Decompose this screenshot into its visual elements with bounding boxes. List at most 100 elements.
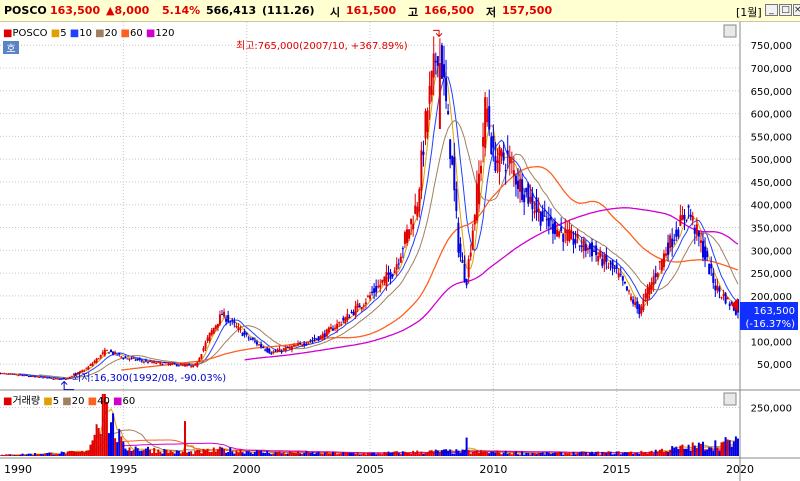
volume-bar: [9, 454, 12, 456]
volume-bar: [599, 454, 602, 456]
volume-bar: [196, 449, 199, 456]
volume-bar: [42, 454, 45, 456]
tag-box[interactable]: [3, 41, 19, 54]
price-candle: [253, 340, 256, 342]
volume-bar: [595, 451, 598, 456]
period-selector[interactable]: [1월]: [736, 6, 762, 19]
volume-bar: [245, 451, 248, 456]
price-candle: [529, 196, 532, 203]
volume-bar: [414, 452, 417, 456]
minimize-button[interactable]: _: [765, 4, 778, 16]
price-candle: [362, 305, 365, 307]
volume-bar: [358, 454, 361, 456]
min-arrow-icon: [60, 380, 75, 391]
price-candle: [173, 363, 176, 365]
volume-bar: [601, 451, 604, 456]
price-candle: [510, 161, 513, 163]
price-candle: [346, 313, 349, 320]
volume-bar: [656, 451, 659, 456]
volume-bar: [469, 453, 472, 456]
price-candle: [568, 228, 571, 242]
volume-bar: [724, 437, 727, 456]
price-candle: [644, 293, 647, 299]
volume-bar: [449, 449, 452, 456]
volume-bar: [70, 450, 73, 456]
volume-bar: [403, 451, 406, 456]
volume-bar: [675, 446, 678, 456]
price-candle: [91, 363, 94, 366]
volume-bar: [194, 451, 197, 456]
volume-bar: [640, 450, 643, 456]
price-candle: [377, 285, 380, 288]
price-candle: [223, 311, 226, 317]
volume-bar: [159, 451, 162, 456]
volume-bar: [54, 454, 57, 456]
volume-bar: [229, 447, 232, 456]
price-candle: [621, 276, 624, 281]
price-candle: [149, 360, 152, 362]
price-candle: [305, 343, 308, 345]
volume-bar: [62, 452, 65, 456]
volume-bar: [136, 448, 139, 456]
chart-header: POSCO 163,500 ▲8,000 5.14% 566,413 (111.…: [0, 0, 800, 22]
volume-bar: [290, 452, 293, 456]
volume-bar: [619, 454, 622, 456]
volume-bar: [181, 451, 184, 456]
price-candle: [138, 358, 141, 360]
price-candle: [720, 297, 723, 299]
price-candle: [44, 377, 47, 379]
restore-button[interactable]: □: [779, 4, 792, 16]
volume-bar: [190, 451, 193, 456]
volume-bar: [669, 449, 672, 456]
volume-bar: [360, 454, 363, 456]
volume-bar: [147, 446, 149, 456]
price-candle: [7, 373, 10, 375]
price-candle: [144, 360, 147, 362]
price-candle: [350, 312, 353, 314]
volume-bar: [611, 454, 614, 456]
volume-bar: [286, 453, 289, 456]
volume-bar: [475, 450, 478, 456]
volume-bar: [607, 451, 610, 456]
volume-bar: [64, 454, 67, 456]
price-candle: [488, 106, 491, 130]
price-candle: [52, 378, 55, 380]
volume-bar: [79, 451, 82, 456]
price-candle: [560, 226, 563, 231]
price-candle: [506, 150, 509, 155]
volume-bar: [671, 446, 674, 456]
close-button[interactable]: ×: [793, 4, 800, 16]
volume-bar: [66, 451, 69, 456]
volume-bar: [488, 453, 491, 456]
price-candle: [136, 358, 139, 360]
price-candle: [496, 160, 499, 163]
price-candle: [467, 259, 470, 278]
price-candle: [42, 377, 45, 379]
volume-bar: [597, 451, 600, 456]
volume-settings-icon[interactable]: [723, 392, 737, 406]
volume-bar: [734, 436, 737, 456]
price-candle: [15, 374, 18, 376]
volume-bar: [325, 451, 328, 456]
panel-settings-icon[interactable]: [723, 24, 737, 38]
price-candle: [122, 358, 125, 360]
volume-bar: [338, 453, 341, 456]
price-candle: [171, 362, 174, 364]
price-candle: [381, 279, 384, 284]
price-candle: [48, 377, 51, 379]
price-candle: [375, 286, 378, 293]
price-candle: [463, 263, 466, 282]
price-candle: [527, 183, 530, 204]
volume-bar: [564, 452, 567, 456]
volume-bar: [274, 452, 277, 456]
price-candle: [428, 85, 431, 104]
volume-bar: [260, 450, 263, 456]
price-candle: [642, 299, 645, 311]
volume-bar: [19, 454, 22, 456]
price-candle: [580, 245, 583, 248]
price-candle: [471, 230, 474, 250]
volume-bar: [356, 452, 359, 456]
price-candle: [95, 358, 98, 363]
price-candle: [284, 347, 287, 351]
volume-bar: [210, 451, 213, 456]
